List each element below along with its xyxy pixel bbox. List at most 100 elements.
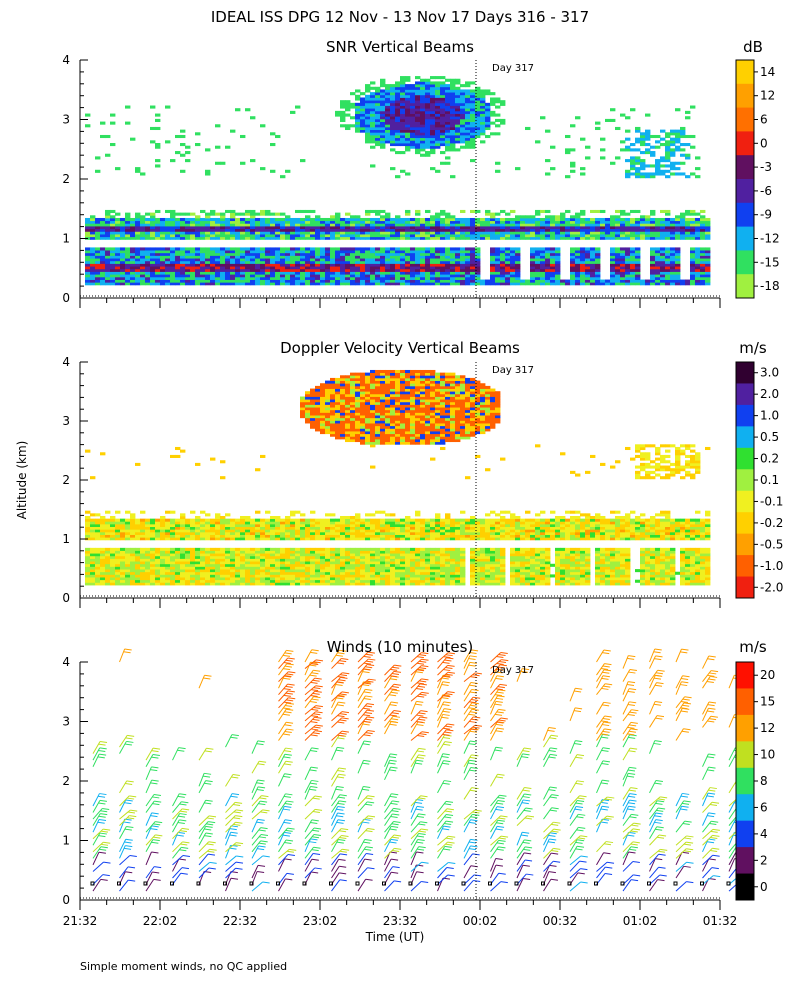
doppler-cell — [140, 579, 146, 583]
doppler-cell — [320, 391, 326, 395]
snr-cell — [205, 231, 211, 235]
snr-cell — [290, 260, 296, 264]
snr-cell — [575, 260, 581, 264]
doppler-cell — [290, 534, 296, 538]
snr-cell — [620, 212, 626, 216]
doppler-cell — [125, 518, 131, 522]
snr-cell — [575, 250, 581, 254]
snr-cell — [265, 260, 271, 264]
snr-cell — [160, 266, 166, 270]
snr-cell — [255, 266, 261, 270]
doppler-cell — [210, 526, 216, 530]
snr-cell — [680, 236, 686, 240]
doppler-cell — [280, 566, 286, 570]
snr-cell — [335, 279, 341, 283]
snr-cell — [175, 282, 181, 286]
doppler-cell — [250, 582, 256, 586]
doppler-cell — [330, 577, 336, 581]
doppler-cell — [315, 531, 321, 535]
snr-cell — [355, 113, 361, 117]
snr-cell — [140, 263, 146, 267]
snr-cell — [440, 143, 446, 147]
snr-cell — [120, 226, 126, 230]
snr-cell — [500, 255, 506, 259]
doppler-cell — [190, 510, 196, 514]
snr-cell — [485, 228, 491, 232]
doppler-cell — [270, 553, 276, 557]
snr-cell — [405, 268, 411, 272]
snr-cell — [470, 268, 476, 272]
snr-cell — [235, 231, 241, 235]
snr-cell — [665, 279, 671, 283]
snr-cell — [545, 266, 551, 270]
snr-cell — [280, 247, 286, 251]
snr-cell — [375, 258, 381, 262]
snr-cell — [665, 220, 671, 224]
snr-cell — [450, 217, 456, 222]
snr-cell — [575, 223, 581, 227]
snr-cell — [95, 282, 101, 286]
snr-cell — [285, 282, 291, 286]
snr-cell — [340, 116, 346, 120]
snr-cell — [435, 110, 441, 114]
snr-cell — [580, 266, 586, 270]
snr-cell — [430, 215, 436, 219]
doppler-cell — [100, 579, 106, 583]
snr-cell — [430, 234, 436, 238]
snr-cell — [295, 271, 301, 275]
doppler-cell — [310, 404, 316, 408]
snr-cell — [550, 217, 556, 222]
snr-cell — [650, 255, 656, 259]
doppler-cell — [255, 529, 261, 533]
snr-cell — [360, 105, 366, 109]
doppler-cell — [225, 550, 231, 554]
snr-cell — [450, 282, 456, 286]
doppler-cell — [300, 537, 306, 541]
snr-cell — [420, 252, 426, 256]
snr-cell — [305, 274, 311, 278]
snr-cell — [695, 258, 701, 262]
snr-cell — [265, 228, 271, 232]
snr-cell — [175, 260, 181, 264]
snr-cell — [550, 255, 556, 259]
snr-cell — [430, 105, 436, 109]
snr-cell — [310, 266, 316, 270]
snr-cell — [440, 260, 446, 264]
y-axis-label: Altitude (km) — [15, 441, 29, 520]
snr-cell — [690, 231, 696, 235]
snr-cell — [115, 258, 121, 262]
snr-cell — [595, 250, 601, 254]
doppler-cell — [205, 526, 211, 530]
snr-cell — [410, 271, 416, 275]
snr-cell — [670, 234, 676, 238]
doppler-cell — [315, 415, 321, 419]
snr-cell — [490, 92, 496, 96]
snr-cell — [340, 113, 346, 117]
snr-cell — [300, 234, 306, 238]
doppler-cell — [280, 526, 286, 530]
snr-cell — [155, 217, 161, 222]
snr-cell — [425, 266, 431, 270]
snr-cell — [470, 134, 476, 139]
snr-cell — [650, 247, 656, 251]
snr-cell — [550, 276, 556, 280]
doppler-cell — [135, 566, 141, 570]
doppler-cell — [150, 582, 156, 586]
snr-cell — [380, 124, 386, 128]
doppler-cell — [220, 531, 226, 535]
snr-cell — [495, 124, 501, 128]
snr-cell — [550, 247, 556, 251]
snr-cell — [660, 220, 666, 224]
snr-cell — [100, 231, 106, 235]
snr-cell — [340, 110, 346, 114]
snr-cell — [195, 282, 201, 286]
snr-cell — [500, 223, 506, 227]
snr-cell — [160, 252, 166, 256]
snr-cell — [490, 247, 496, 251]
snr-cell — [555, 217, 561, 222]
snr-cell — [385, 86, 391, 90]
snr-cell — [195, 217, 201, 222]
doppler-cell — [175, 529, 181, 533]
snr-cell — [525, 231, 531, 235]
